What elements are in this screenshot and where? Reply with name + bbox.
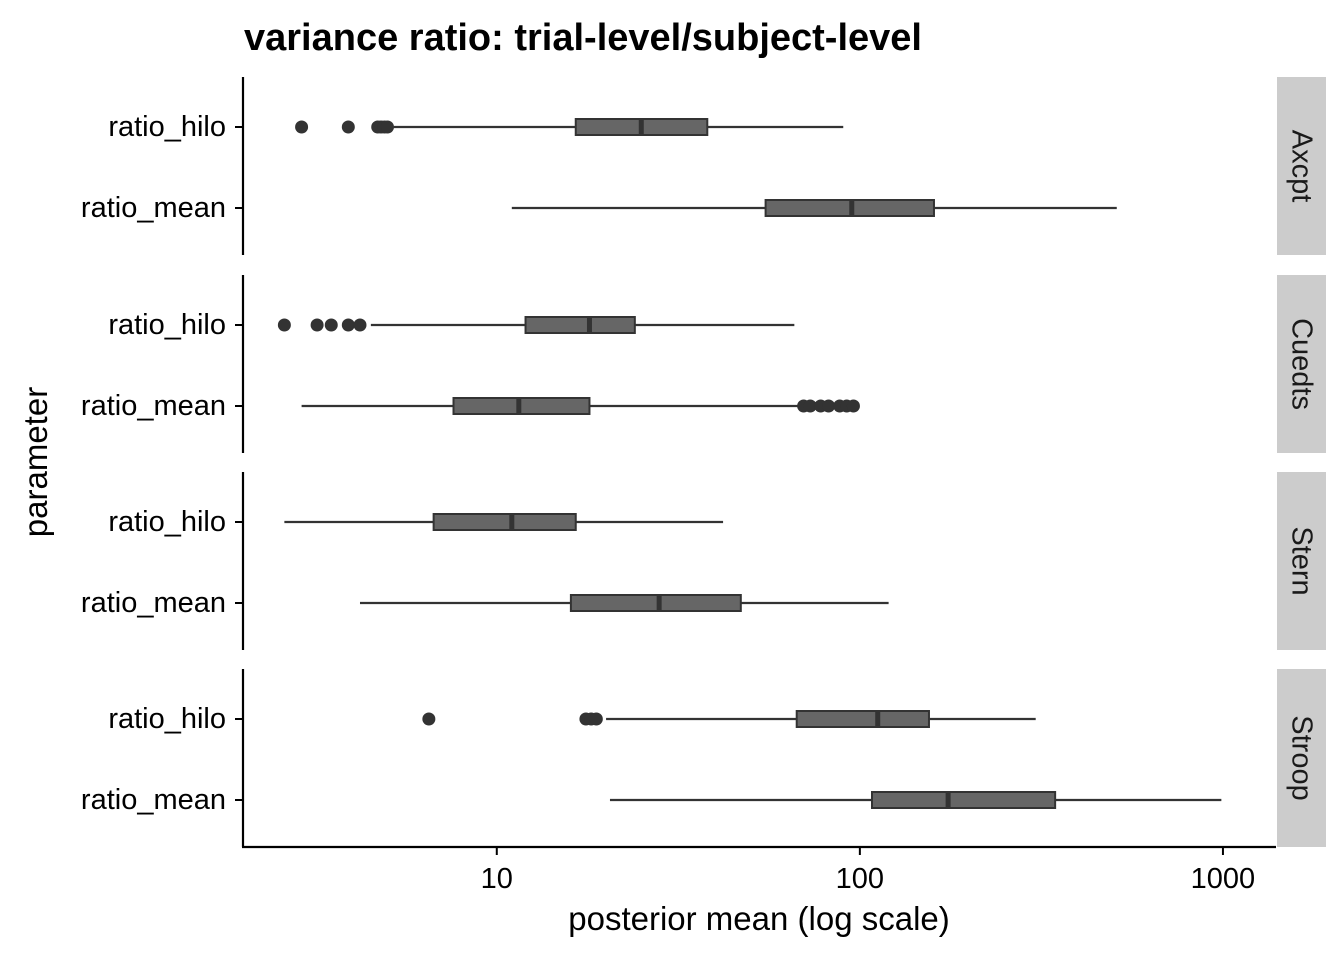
strip-label: Cuedts: [1286, 318, 1318, 410]
chart-title: variance ratio: trial-level/subject-leve…: [244, 17, 922, 59]
outlier-point: [822, 400, 835, 413]
outlier-point: [422, 713, 435, 726]
panels: Axcpt ratio_hilo ratio_mean Cuedts ratio_hil…: [81, 77, 1326, 847]
outlier-point: [590, 713, 603, 726]
y-tick-label: ratio_mean: [81, 784, 226, 816]
outlier-point: [381, 121, 394, 134]
boxplot-ratio_hilo: ratio_hilo: [108, 309, 794, 341]
x-tick-label: 10: [481, 863, 513, 895]
y-tick-label: ratio_hilo: [108, 703, 226, 735]
boxplot-ratio_hilo: ratio_hilo: [108, 111, 843, 143]
strip-label: Axcpt: [1286, 130, 1318, 203]
boxplot-ratio_mean: ratio_mean: [81, 390, 860, 422]
y-tick-label: ratio_hilo: [108, 506, 226, 538]
panel-axcpt: Axcpt ratio_hilo ratio_mean: [81, 77, 1326, 255]
x-tick-label: 100: [836, 863, 884, 895]
strip-label: Stern: [1286, 526, 1318, 595]
box: [454, 398, 590, 414]
outlier-point: [295, 121, 308, 134]
y-tick-label: ratio_mean: [81, 587, 226, 619]
strip-label: Stroop: [1286, 715, 1318, 800]
boxplot-ratio_hilo: ratio_hilo: [108, 506, 723, 538]
y-tick-label: ratio_mean: [81, 390, 226, 422]
y-tick-label: ratio_hilo: [108, 309, 226, 341]
panel-stroop: Stroop ratio_hilo ratio_mean: [81, 669, 1326, 847]
outlier-point: [342, 319, 355, 332]
box: [872, 792, 1055, 808]
outlier-point: [311, 319, 324, 332]
boxplot-ratio_mean: ratio_mean: [81, 784, 1221, 816]
box: [526, 317, 635, 333]
outlier-point: [847, 400, 860, 413]
panel-cuedts: Cuedts ratio_hilo ratio_mean: [81, 275, 1326, 453]
y-tick-label: ratio_mean: [81, 192, 226, 224]
box: [797, 711, 929, 727]
panel-stern: Stern ratio_hilo ratio_mean: [81, 472, 1326, 650]
box: [434, 514, 576, 530]
outlier-point: [342, 121, 355, 134]
x-axis: 10 100 1000: [242, 847, 1276, 895]
x-axis-title: posterior mean (log scale): [568, 900, 950, 937]
box: [571, 595, 741, 611]
outlier-point: [278, 319, 291, 332]
y-axis-title: parameter: [17, 387, 54, 537]
outlier-point: [325, 319, 338, 332]
boxplot-ratio_hilo: ratio_hilo: [108, 703, 1035, 735]
boxplot-ratio_mean: ratio_mean: [81, 587, 889, 619]
boxplot-ratio_mean: ratio_mean: [81, 192, 1117, 224]
y-tick-label: ratio_hilo: [108, 111, 226, 143]
x-tick-label: 1000: [1191, 863, 1256, 895]
outlier-point: [353, 319, 366, 332]
